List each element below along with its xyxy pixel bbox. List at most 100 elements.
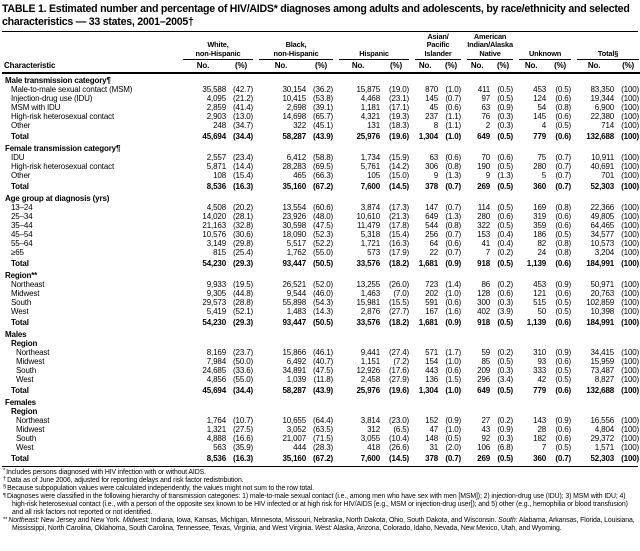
cell-percent: (45.1) bbox=[313, 120, 334, 130]
table-row: Injection-drug use (IDU) 4,095 (21.2) 10,41… bbox=[2, 94, 640, 103]
table-row: Total 45,694 (34.4) 58,287 (43.9) 25,976 (19.6… bbox=[2, 384, 640, 396]
footnote-text: South: bbox=[498, 517, 518, 525]
cell-percent: (0.6) bbox=[445, 297, 462, 307]
cell-number: 4,468 bbox=[360, 93, 381, 103]
footnote: **Northeast: New Jersey and New York. Mi… bbox=[3, 517, 637, 533]
table-row: 45–54 10,576 (30.6) 18,090 (52.3) 5,318 (15.4)… bbox=[2, 230, 640, 239]
cell-percent: (17.3) bbox=[389, 202, 410, 212]
cell-percent: (66.3) bbox=[313, 170, 334, 180]
cell-percent: (0.7) bbox=[445, 247, 462, 257]
table-row: Male-to-male sexual contact (MSM) 35,588 (… bbox=[2, 85, 640, 94]
cell-number: 63 bbox=[481, 102, 491, 112]
table-row: Midwest 1,321 (27.5) 3,052 (63.5) 312 (6.5) 47 (… bbox=[2, 425, 640, 434]
subheader-no: No. bbox=[516, 59, 547, 74]
cell-percent: (0.7) bbox=[555, 453, 572, 463]
cell-number: 93,447 bbox=[282, 258, 307, 268]
cell-number: 2,698 bbox=[286, 102, 307, 112]
cell-number: 1,151 bbox=[360, 356, 381, 366]
cell-number: 92 bbox=[481, 433, 491, 443]
cell-percent: (63.5) bbox=[313, 424, 334, 434]
cell-number: 45,694 bbox=[202, 131, 226, 141]
cell-percent: (0.5) bbox=[445, 433, 462, 443]
cell-number: 5 bbox=[541, 170, 547, 180]
cell-percent: (28.1) bbox=[233, 211, 254, 221]
cell-percent: (67.2) bbox=[313, 181, 334, 191]
cell-percent: (100) bbox=[621, 170, 640, 180]
cell-number: 35,160 bbox=[282, 181, 307, 191]
cell-number: 9,305 bbox=[206, 288, 226, 298]
cell-percent: (0.6) bbox=[555, 385, 572, 395]
cell-percent: (60.6) bbox=[313, 202, 334, 212]
cell-percent: (100) bbox=[621, 297, 640, 307]
cell-percent: (0.6) bbox=[555, 93, 572, 103]
cell-number: 237 bbox=[425, 111, 439, 121]
cell-number: 3,055 bbox=[360, 433, 381, 443]
cell-number: 13,554 bbox=[282, 202, 307, 212]
row-label: Total bbox=[11, 131, 29, 141]
cell-number: 83,350 bbox=[590, 84, 615, 94]
cell-number: 4,856 bbox=[206, 374, 226, 384]
cell-number: 1,139 bbox=[526, 258, 547, 268]
cell-percent: (0.6) bbox=[555, 111, 572, 121]
cell-percent: (26.6) bbox=[389, 442, 410, 452]
cell-percent: (0.5) bbox=[555, 297, 572, 307]
cell-number: 105 bbox=[367, 170, 381, 180]
cell-number: 73,487 bbox=[590, 365, 615, 375]
cell-percent: (55.0) bbox=[233, 374, 254, 384]
row-label: Total bbox=[11, 181, 29, 191]
cell-percent: (27.9) bbox=[389, 374, 410, 384]
cell-percent: (100) bbox=[621, 453, 640, 463]
cell-percent: (17.1) bbox=[389, 102, 410, 112]
cell-percent: (100) bbox=[621, 161, 640, 171]
cell-number: 2 bbox=[485, 120, 491, 130]
cell-number: 4,508 bbox=[206, 202, 226, 212]
row-label: 13–24 bbox=[11, 202, 33, 212]
cell-percent: (15.9) bbox=[389, 152, 410, 162]
cell-number: 22,366 bbox=[590, 202, 615, 212]
cell-percent: (0.7) bbox=[555, 181, 572, 191]
row-label: Other bbox=[11, 170, 31, 180]
cell-number: 16,556 bbox=[590, 415, 615, 425]
cell-percent: (100) bbox=[621, 93, 640, 103]
cell-number: 9,544 bbox=[286, 288, 307, 298]
cell-number: 5,871 bbox=[206, 161, 226, 171]
cell-percent: (23.1) bbox=[389, 93, 410, 103]
cell-number: 2,458 bbox=[360, 374, 381, 384]
cell-number: 21,007 bbox=[282, 433, 307, 443]
cell-number: 19,344 bbox=[590, 93, 615, 103]
cell-number: 2,876 bbox=[360, 306, 381, 316]
row-label: High-risk heterosexual contact bbox=[11, 161, 115, 171]
cell-number: 296 bbox=[477, 374, 491, 384]
cell-percent: (0.6) bbox=[445, 152, 462, 162]
table-row: Total 8,536 (16.3) 35,160 (67.2) 7,600 (14.5) 3… bbox=[2, 180, 640, 192]
cell-percent: (0.8) bbox=[445, 220, 462, 230]
cell-percent: (25.4) bbox=[233, 247, 254, 257]
cell-percent: (0.6) bbox=[497, 288, 514, 298]
cell-percent: (0.9) bbox=[445, 317, 462, 327]
cell-number: 14,698 bbox=[282, 111, 307, 121]
cell-number: 10,398 bbox=[590, 306, 615, 316]
cell-number: 7,600 bbox=[360, 453, 381, 463]
cell-number: 184,991 bbox=[586, 317, 615, 327]
cell-number: 34,891 bbox=[282, 365, 307, 375]
cell-number: 5,517 bbox=[286, 238, 307, 248]
cell-percent: (0.9) bbox=[555, 347, 572, 357]
cell-number: 256 bbox=[425, 229, 439, 239]
cell-number: 34,577 bbox=[590, 229, 615, 239]
cell-number: 10,911 bbox=[591, 152, 615, 162]
cell-percent: (0.8) bbox=[555, 202, 572, 212]
cell-percent: (18.3) bbox=[389, 120, 410, 130]
cell-number: 453 bbox=[533, 84, 547, 94]
cell-percent: (100) bbox=[621, 220, 640, 230]
cell-percent: (0.6) bbox=[555, 433, 572, 443]
cell-number: 5,419 bbox=[206, 306, 226, 316]
cell-percent: (0.7) bbox=[555, 170, 572, 180]
table-row: Midwest 9,305 (44.8) 9,544 (46.0) 1,463 (7.0) 2… bbox=[2, 289, 640, 298]
cell-percent: (0.5) bbox=[497, 181, 514, 191]
cell-number: 25,976 bbox=[356, 385, 381, 395]
cell-number: 106 bbox=[477, 442, 491, 452]
hiv-aids-diagnoses-table: Characteristic White, non-Hispanic Black,… bbox=[2, 33, 640, 464]
cell-number: 85 bbox=[481, 356, 491, 366]
cell-percent: (0.7) bbox=[445, 229, 462, 239]
cell-percent: (18.2) bbox=[389, 317, 410, 327]
